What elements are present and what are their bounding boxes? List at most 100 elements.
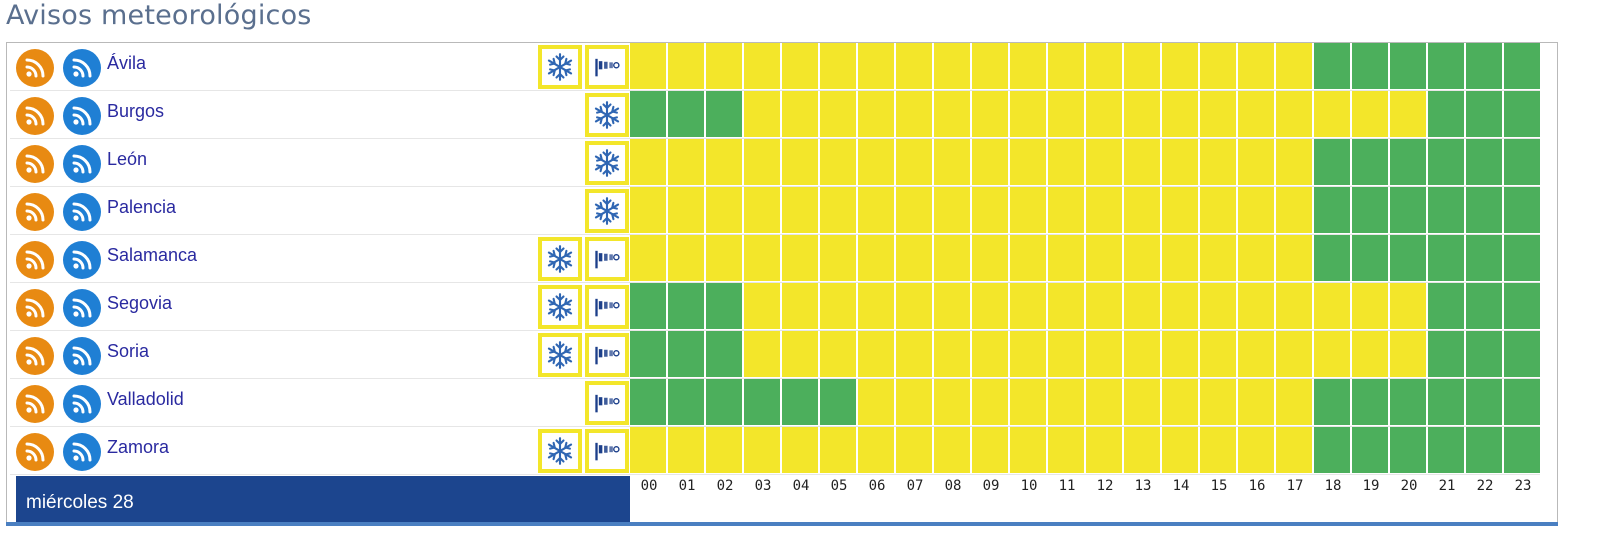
hour-cell-22[interactable] [1466,283,1502,329]
hour-cell-18[interactable] [1314,91,1350,137]
hour-cell-11[interactable] [1048,379,1084,425]
hour-cell-16[interactable] [1238,139,1274,185]
hour-cell-05[interactable] [820,187,856,233]
hour-cell-02[interactable] [706,235,742,281]
hour-cell-16[interactable] [1238,235,1274,281]
hour-cell-02[interactable] [706,139,742,185]
province-name[interactable]: León [107,149,148,169]
hour-cell-20[interactable] [1390,427,1426,473]
hour-cell-23[interactable] [1504,139,1540,185]
rss-feed-icon[interactable] [63,241,101,279]
rss-feed-icon[interactable] [16,385,54,423]
hour-cell-06[interactable] [858,283,894,329]
province-name[interactable]: Ávila [107,53,147,73]
hour-cell-07[interactable] [896,91,932,137]
hour-cell-00[interactable] [630,331,666,377]
hour-cell-02[interactable] [706,379,742,425]
hour-cell-20[interactable] [1390,379,1426,425]
windsock-icon[interactable] [585,285,629,329]
hour-cell-05[interactable] [820,235,856,281]
hour-cell-14[interactable] [1162,139,1198,185]
hour-cell-14[interactable] [1162,427,1198,473]
hour-cell-05[interactable] [820,283,856,329]
hour-cell-10[interactable] [1010,235,1046,281]
hour-cell-03[interactable] [744,283,780,329]
hour-cell-05[interactable] [820,91,856,137]
hour-cell-17[interactable] [1276,139,1312,185]
hour-cell-07[interactable] [896,283,932,329]
hour-cell-06[interactable] [858,43,894,89]
hour-cell-00[interactable] [630,427,666,473]
hour-cell-11[interactable] [1048,43,1084,89]
hour-cell-11[interactable] [1048,331,1084,377]
hour-cell-07[interactable] [896,139,932,185]
hour-cell-12[interactable] [1086,43,1122,89]
hour-cell-01[interactable] [668,43,704,89]
hour-cell-09[interactable] [972,91,1008,137]
hour-cell-06[interactable] [858,235,894,281]
hour-cell-10[interactable] [1010,283,1046,329]
hour-cell-18[interactable] [1314,187,1350,233]
hour-cell-04[interactable] [782,331,818,377]
hour-cell-11[interactable] [1048,235,1084,281]
hour-cell-19[interactable] [1352,331,1388,377]
hour-cell-20[interactable] [1390,283,1426,329]
windsock-icon[interactable] [585,45,629,89]
hour-cell-23[interactable] [1504,283,1540,329]
hour-cell-15[interactable] [1200,235,1236,281]
hour-cell-03[interactable] [744,427,780,473]
hour-cell-05[interactable] [820,43,856,89]
hour-cell-23[interactable] [1504,91,1540,137]
hour-cell-12[interactable] [1086,91,1122,137]
hour-cell-04[interactable] [782,187,818,233]
hour-cell-00[interactable] [630,43,666,89]
hour-cell-20[interactable] [1390,331,1426,377]
hour-cell-14[interactable] [1162,235,1198,281]
rss-feed-icon[interactable] [16,337,54,375]
rss-feed-icon[interactable] [63,145,101,183]
hour-cell-12[interactable] [1086,283,1122,329]
rss-feed-icon[interactable] [16,289,54,327]
hour-cell-18[interactable] [1314,283,1350,329]
hour-cell-21[interactable] [1428,235,1464,281]
hour-cell-04[interactable] [782,43,818,89]
hour-cell-10[interactable] [1010,139,1046,185]
rss-feed-icon[interactable] [16,97,54,135]
hour-cell-21[interactable] [1428,43,1464,89]
hour-cell-01[interactable] [668,187,704,233]
hour-cell-22[interactable] [1466,91,1502,137]
hour-cell-00[interactable] [630,283,666,329]
hour-cell-08[interactable] [934,139,970,185]
hour-cell-13[interactable] [1124,379,1160,425]
rss-feed-icon[interactable] [63,49,101,87]
province-name[interactable]: Segovia [107,293,173,313]
rss-feed-icon[interactable] [16,145,54,183]
hour-cell-08[interactable] [934,331,970,377]
hour-cell-12[interactable] [1086,235,1122,281]
hour-cell-09[interactable] [972,235,1008,281]
hour-cell-17[interactable] [1276,235,1312,281]
hour-cell-03[interactable] [744,91,780,137]
hour-cell-09[interactable] [972,331,1008,377]
hour-cell-15[interactable] [1200,187,1236,233]
hour-cell-03[interactable] [744,139,780,185]
hour-cell-21[interactable] [1428,427,1464,473]
windsock-icon[interactable] [585,333,629,377]
hour-cell-19[interactable] [1352,43,1388,89]
hour-cell-06[interactable] [858,331,894,377]
hour-cell-10[interactable] [1010,331,1046,377]
rss-feed-icon[interactable] [63,193,101,231]
hour-cell-19[interactable] [1352,139,1388,185]
hour-cell-17[interactable] [1276,427,1312,473]
hour-cell-17[interactable] [1276,283,1312,329]
hour-cell-04[interactable] [782,379,818,425]
hour-cell-22[interactable] [1466,379,1502,425]
rss-feed-icon[interactable] [16,433,54,471]
hour-cell-03[interactable] [744,379,780,425]
hour-cell-19[interactable] [1352,379,1388,425]
hour-cell-18[interactable] [1314,43,1350,89]
hour-cell-06[interactable] [858,91,894,137]
windsock-icon[interactable] [585,381,629,425]
rss-feed-icon[interactable] [63,433,101,471]
hour-cell-17[interactable] [1276,91,1312,137]
